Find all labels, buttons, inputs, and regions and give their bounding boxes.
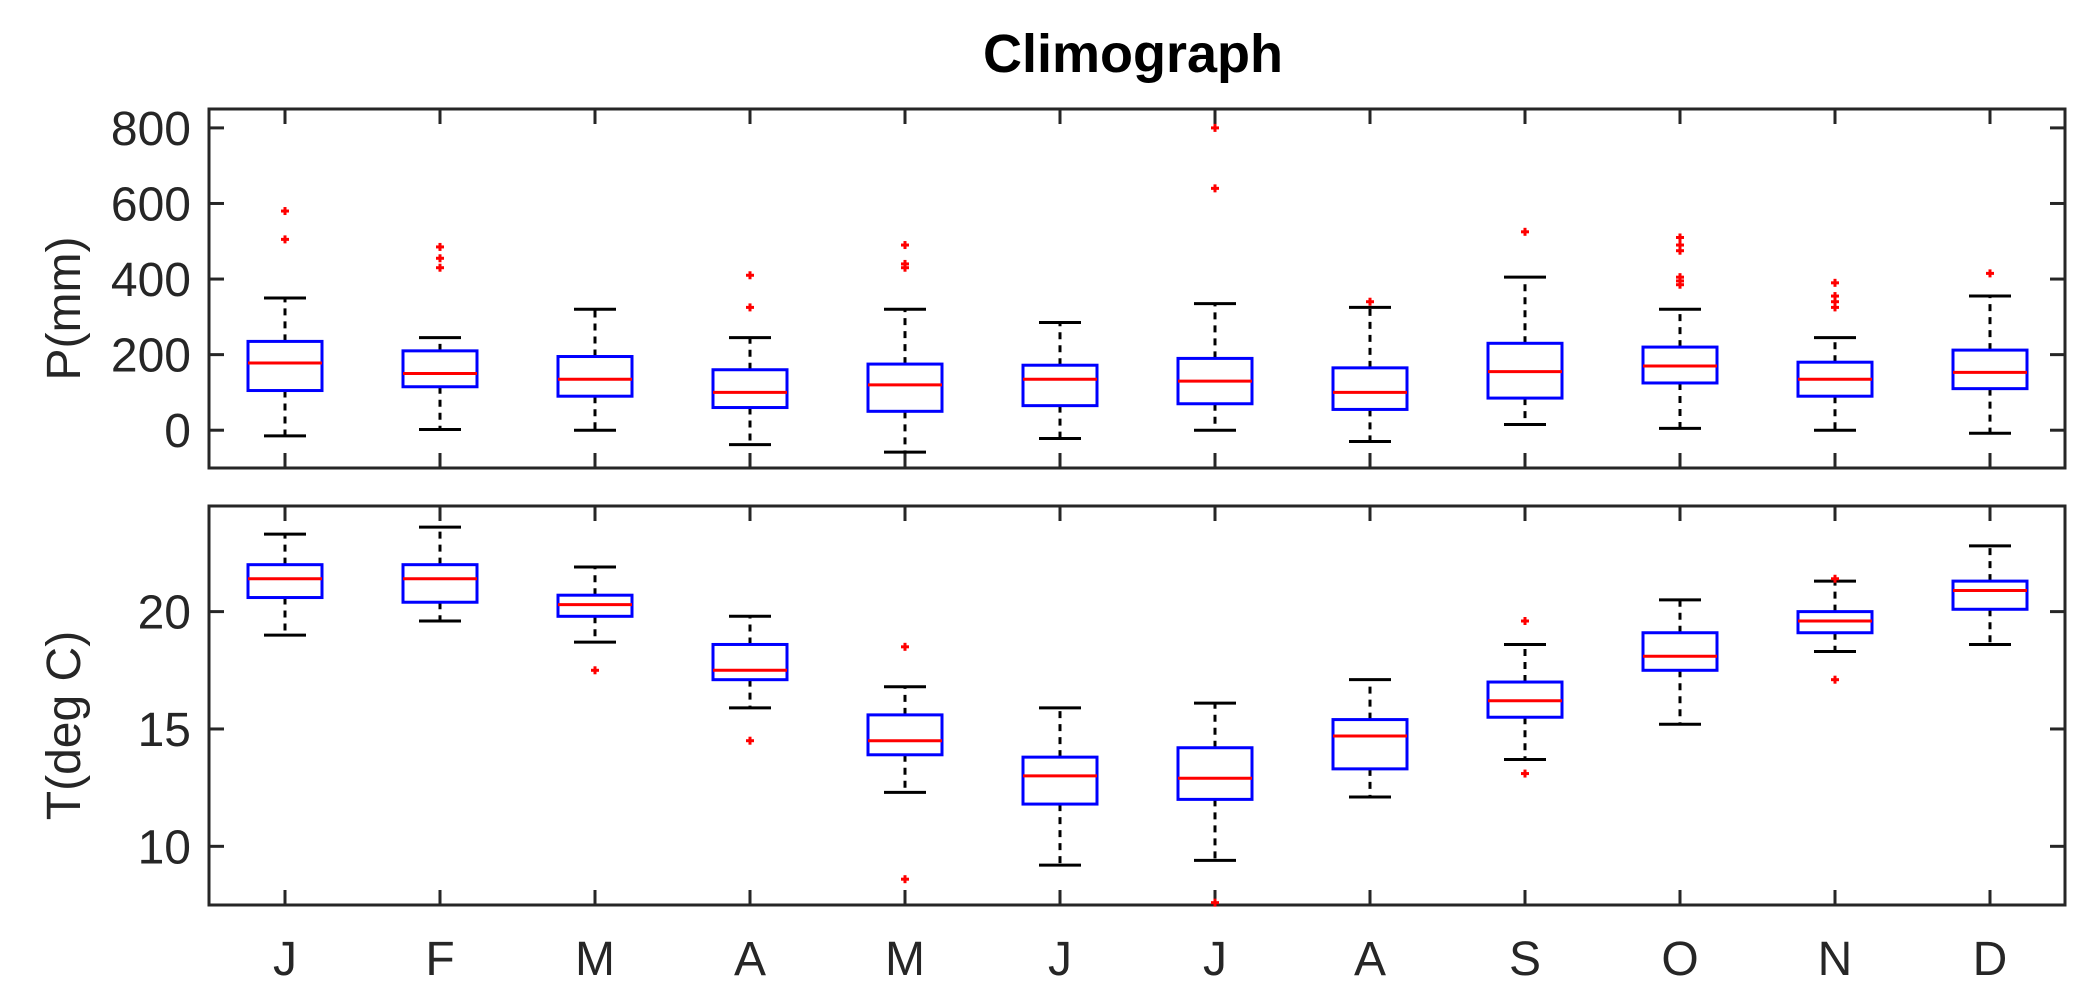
box-precipitation-9: [1641, 233, 1719, 430]
x-tick-label: A: [1354, 933, 1386, 986]
iqr-box: [866, 713, 944, 757]
box-precipitation-8: [1486, 227, 1564, 427]
box-temperature-2: [556, 565, 634, 675]
box-precipitation-5: [1021, 321, 1099, 441]
box-temperature-5: [1021, 706, 1099, 867]
box-temperature-3: [711, 614, 789, 745]
box-temperature-7: [1331, 678, 1409, 799]
temperature-boxplot: 10 15 20 T(deg C) J F M A M J J A S O N D: [38, 504, 2067, 986]
y-tick-label: 800: [111, 103, 191, 156]
box-precipitation-4: [866, 241, 944, 454]
iqr-box: [1176, 746, 1254, 801]
iqr-box: [246, 339, 324, 393]
box-temperature-8: [1486, 617, 1564, 778]
box-temperature-11: [1951, 544, 2029, 646]
y-tick-label: 15: [138, 704, 191, 757]
box-precipitation-1: [401, 242, 479, 431]
box-precipitation-2: [556, 307, 634, 432]
x-tick-label: M: [885, 933, 925, 986]
box-precipitation-10: [1796, 278, 1874, 432]
x-tick-label: S: [1509, 933, 1541, 986]
x-tick-label: J: [1048, 933, 1072, 986]
y-axis-label: T(deg C): [38, 631, 91, 820]
y-axis-label: P(mm): [38, 237, 91, 381]
precipitation-boxplot: 0 200 400 600 800 P(mm): [38, 103, 2067, 470]
x-tick-label: O: [1661, 933, 1698, 986]
iqr-box: [1021, 363, 1099, 408]
box-temperature-10: [1796, 574, 1874, 684]
iqr-box: [1951, 348, 2029, 391]
box-precipitation-6: [1176, 123, 1254, 432]
box-precipitation-11: [1951, 269, 2029, 435]
y-tick-label: 10: [138, 821, 191, 874]
y-tick-label: 600: [111, 178, 191, 231]
x-tick-label: J: [1203, 933, 1227, 986]
iqr-box: [1951, 579, 2029, 611]
iqr-box: [711, 642, 789, 682]
box-temperature-4: [866, 642, 944, 884]
box-precipitation-3: [711, 271, 789, 447]
axes-frame: [207, 504, 2067, 907]
iqr-box: [1021, 755, 1099, 806]
iqr-box: [1641, 631, 1719, 672]
iqr-box: [246, 563, 324, 600]
box-temperature-1: [401, 525, 479, 623]
box-temperature-0: [246, 532, 324, 637]
x-tick-label: J: [273, 933, 297, 986]
box-temperature-6: [1176, 701, 1254, 907]
y-tick-label: 400: [111, 254, 191, 307]
axes-frame: [207, 107, 2067, 470]
y-tick-label: 200: [111, 330, 191, 383]
iqr-box: [711, 368, 789, 410]
x-tick-label: M: [575, 933, 615, 986]
box-temperature-9: [1641, 598, 1719, 726]
box-precipitation-0: [246, 207, 324, 438]
iqr-box: [1331, 718, 1409, 771]
y-tick-label: 0: [164, 405, 191, 458]
x-tick-label: F: [425, 933, 454, 986]
iqr-box: [556, 355, 634, 398]
box-precipitation-7: [1331, 297, 1409, 444]
iqr-box: [866, 362, 944, 413]
iqr-box: [1331, 366, 1409, 411]
x-tick-label: A: [734, 933, 766, 986]
x-tick-label: N: [1818, 933, 1853, 986]
y-tick-label: 20: [138, 587, 191, 640]
chart-title: Climograph: [983, 24, 1283, 84]
iqr-box: [401, 563, 479, 604]
iqr-box: [401, 349, 479, 389]
x-tick-label: D: [1973, 933, 2008, 986]
